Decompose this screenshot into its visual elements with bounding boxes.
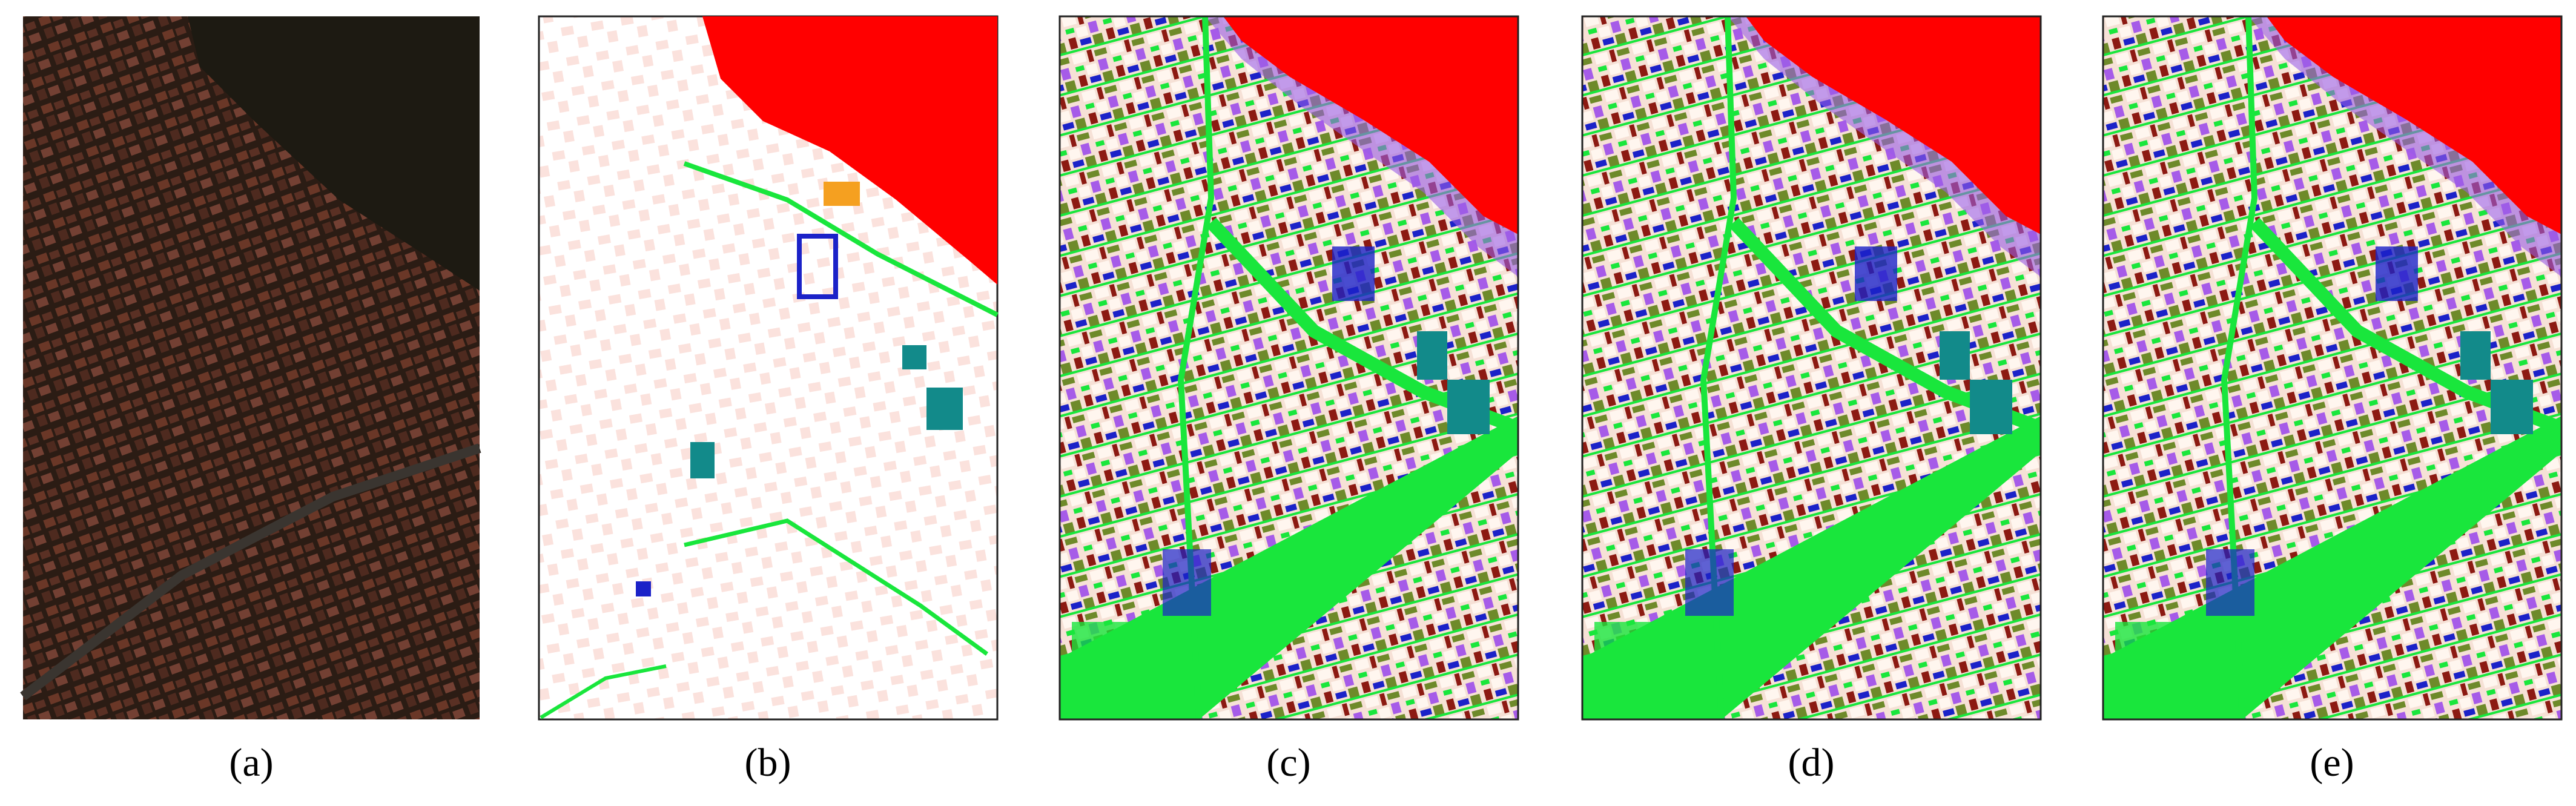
building <box>902 345 926 369</box>
panel-e <box>2102 15 2563 721</box>
caption: (a) <box>229 741 273 785</box>
railway <box>20 443 481 701</box>
road <box>683 161 999 317</box>
building <box>797 234 838 299</box>
caption: (b) <box>745 741 791 785</box>
building <box>824 182 860 206</box>
building <box>926 388 963 430</box>
road <box>684 518 989 656</box>
river <box>188 16 480 291</box>
building <box>636 581 651 596</box>
panel-c <box>1058 15 1519 721</box>
panel-a <box>20 16 481 719</box>
panel-d <box>1581 15 2042 721</box>
river <box>702 16 997 285</box>
building <box>690 442 715 478</box>
panel-b <box>538 15 999 721</box>
caption: (e) <box>2310 741 2354 785</box>
caption: (c) <box>1266 741 1310 785</box>
road <box>540 664 667 719</box>
caption: (d) <box>1788 741 1835 785</box>
